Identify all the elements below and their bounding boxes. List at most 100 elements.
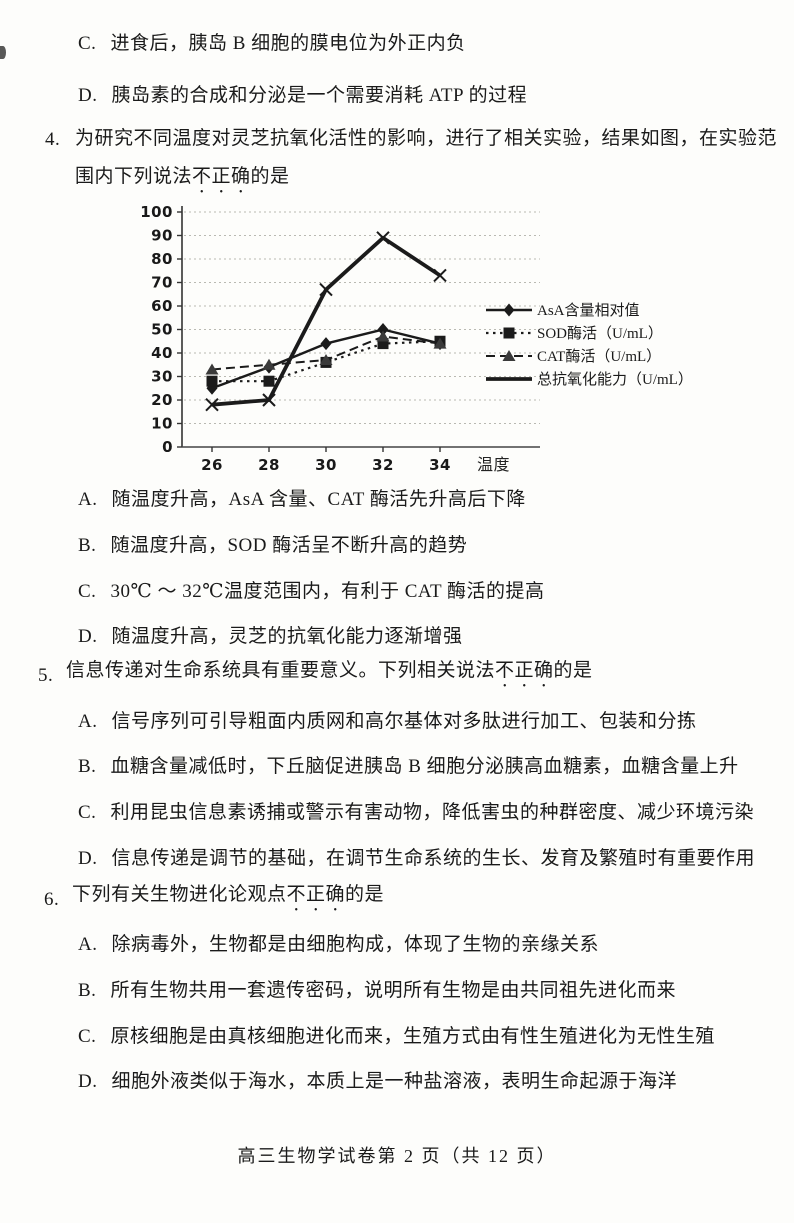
option-letter: D. (78, 85, 98, 106)
diamond-marker (377, 323, 389, 336)
triangle-marker (502, 349, 516, 361)
q6-option-b: B. 所有生物共用一套遗传密码，说明所有生物是由共同祖先进化而来 (78, 977, 676, 1004)
q6-option-a: A. 除病毒外，生物都是由细胞构成，体现了生物的亲缘关系 (78, 931, 599, 958)
option-letter: C. (78, 1026, 97, 1047)
q6-option-d: D. 细胞外液类似于海水，本质上是一种盐溶液，表明生命起源于海洋 (78, 1068, 677, 1095)
x-marker (262, 393, 276, 407)
option-letter: A. (78, 711, 98, 732)
question-4-stem: 为研究不同温度对灵芝抗氧化活性的影响，进行了相关实验，结果如图，在实验范围内下列… (75, 120, 787, 198)
q3-option-d: D. 胰岛素的合成和分泌是一个需要消耗 ATP 的过程 (78, 82, 527, 109)
option-letter: A. (78, 934, 98, 955)
legend-swatch-sod-icon (486, 327, 532, 338)
q6-option-c: C. 原核细胞是由真核细胞进化而来，生殖方式由有性生殖进化为无性生殖 (78, 1023, 715, 1050)
chart-canvas: 0 10 20 30 40 50 60 70 80 90 100 26 28 30 32 34 温度 (140, 203, 540, 474)
legend-swatch-asa-icon (486, 303, 532, 316)
option-letter: A. (78, 489, 98, 510)
question-4-number: 4. (45, 129, 61, 150)
option-text: 原核细胞是由真核细胞进化而来，生殖方式由有性生殖进化为无性生殖 (110, 1026, 715, 1047)
option-letter: C. (78, 581, 97, 602)
legend-item-sod: SOD酶活（U/mL） (485, 321, 693, 344)
question-6-stem: 下列有关生物进化论观点不正确的是 (72, 881, 384, 916)
chart-legend: AsA含量相对值 SOD酶活（U/mL） CAT酶活（U/mL） 总抗氧化能力（U/m… (485, 298, 693, 390)
option-text: 细胞外液类似于海水，本质上是一种盐溶液，表明生命起源于海洋 (111, 1071, 677, 1092)
legend-item-cat: CAT酶活（U/mL） (485, 344, 693, 367)
stem-text: 为研究不同温度对灵芝抗氧化活性的影响，进行了相关实验，结果如图，在实验范围内下列… (75, 128, 778, 187)
y-tick-label: 40 (151, 344, 173, 362)
option-text: 随温度升高，AsA 含量、CAT 酶活先升高后下降 (111, 489, 526, 510)
q4-line-chart: 0 10 20 30 40 50 60 70 80 90 100 26 28 30 32 34 温度 AsA含量… (140, 198, 788, 486)
q5-option-c: C. 利用昆虫信息素诱捕或警示有害动物，降低害虫的种群密度、减少环境污染 (78, 799, 754, 826)
stem-text: 的是 (345, 884, 385, 905)
y-tick-label: 30 (151, 368, 173, 386)
series-line (211, 235, 442, 407)
triangle-marker (262, 358, 276, 370)
q4-option-d: D. 随温度升高，灵芝的抗氧化能力逐渐增强 (78, 623, 463, 650)
x-axis-title: 温度 (477, 456, 510, 474)
x-tick-label: 28 (258, 456, 280, 474)
option-letter: C. (78, 33, 97, 54)
x-tick-label: 34 (429, 456, 451, 474)
option-letter: D. (78, 1071, 98, 1092)
series-total (205, 231, 447, 412)
stem-text: 的是 (553, 660, 593, 681)
stem-text: 的是 (250, 166, 290, 187)
stem-emphasized-text: 不正确 (192, 166, 251, 187)
x-tick-label: 32 (372, 456, 394, 474)
triangle-marker (319, 354, 333, 366)
option-text: 信号序列可引导粗面内质网和高尔基体对多肽进行加工、包装和分拣 (111, 711, 697, 732)
stem-emphasized-text: 不正确 (495, 660, 554, 681)
option-text: 利用昆虫信息素诱捕或警示有害动物，降低害虫的种群密度、减少环境污染 (110, 802, 754, 823)
y-tick-label: 10 (151, 415, 173, 433)
stem-text: 下列有关生物进化论观点 (72, 884, 287, 905)
y-tick-label: 0 (162, 438, 173, 456)
x-tick-label: 30 (315, 456, 337, 474)
q3-option-c: C. 进食后，胰岛 B 细胞的膜电位为外正内负 (78, 30, 466, 57)
option-letter: D. (78, 848, 98, 869)
legend-swatch-cat-icon (486, 349, 532, 361)
y-tick-label: 60 (151, 297, 173, 315)
option-text: 随温度升高，SOD 酶活呈不断升高的趋势 (110, 535, 468, 556)
series-line (212, 340, 441, 383)
y-tick-label: 90 (151, 227, 173, 245)
option-text: 胰岛素的合成和分泌是一个需要消耗 ATP 的过程 (111, 85, 528, 106)
option-letter: B. (78, 535, 97, 556)
y-tick-label: 80 (151, 250, 173, 268)
triangle-marker (205, 363, 219, 375)
option-text: 随温度升高，灵芝的抗氧化能力逐渐增强 (111, 626, 463, 647)
diamond-marker (320, 337, 332, 351)
triangle-marker (376, 330, 390, 342)
square-marker (377, 338, 389, 350)
q4-option-c: C. 30℃ ～ 32℃温度范围内，有利于 CAT 酶活的提高 (78, 578, 545, 605)
q4-option-a: A. 随温度升高，AsA 含量、CAT 酶活先升高后下降 (78, 486, 526, 513)
legend-label-sod: SOD酶活（U/mL） (537, 326, 663, 342)
option-letter: B. (78, 980, 97, 1001)
option-letter: B. (78, 756, 97, 777)
option-text: 进食后，胰岛 B 细胞的膜电位为外正内负 (110, 33, 466, 54)
option-text: 信息传递是调节的基础，在调节生命系统的生长、发育及繁殖时有重要作用 (111, 848, 755, 869)
y-tick-label: 70 (151, 274, 173, 292)
triangle-marker (433, 337, 447, 349)
diamond-marker (503, 303, 515, 316)
q4-option-b: B. 随温度升高，SOD 酶活呈不断升高的趋势 (78, 532, 467, 559)
square-marker (263, 375, 275, 387)
y-tick-label: 50 (151, 321, 173, 339)
square-marker (206, 375, 218, 387)
series-cat (205, 330, 447, 375)
square-marker (503, 327, 515, 338)
q5-option-b: B. 血糖含量减低时，下丘脑促进胰岛 B 细胞分泌胰高血糖素，血糖含量上升 (78, 753, 739, 780)
stem-text: 信息传递对生命系统具有重要意义。下列相关说法 (66, 660, 496, 681)
x-marker (319, 282, 333, 297)
question-5-stem: 信息传递对生命系统具有重要意义。下列相关说法不正确的是 (66, 657, 593, 692)
x-tick-label: 26 (201, 456, 223, 474)
legend-label-total: 总抗氧化能力（U/mL） (537, 372, 693, 388)
legend-swatch-total-icon (486, 376, 532, 381)
scan-artifact (0, 46, 6, 59)
y-tick-label: 20 (151, 391, 173, 409)
x-marker (205, 397, 219, 412)
x-marker (376, 231, 390, 245)
option-text: 除病毒外，生物都是由细胞构成，体现了生物的亲缘关系 (111, 934, 599, 955)
option-text: 血糖含量减低时，下丘脑促进胰岛 B 细胞分泌胰高血糖素，血糖含量上升 (110, 756, 739, 777)
legend-label-cat: CAT酶活（U/mL） (537, 349, 662, 365)
y-tick-label: 100 (140, 203, 173, 221)
